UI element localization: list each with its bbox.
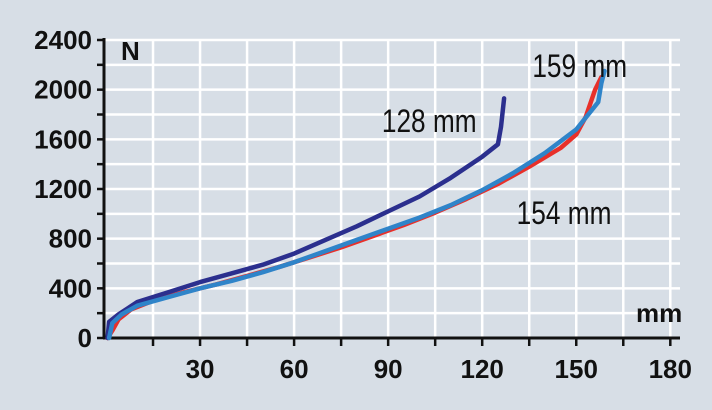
y-tick-label: 400 bbox=[49, 273, 92, 303]
series-lines bbox=[105, 68, 607, 341]
series-line-2 bbox=[105, 96, 507, 341]
y-tick-label: 0 bbox=[78, 323, 92, 353]
y-tick-label: 2400 bbox=[34, 25, 92, 55]
annotation-label: 128 mm bbox=[382, 105, 477, 140]
grid bbox=[104, 38, 680, 338]
series-line-3 bbox=[106, 68, 607, 341]
y-tick-label: 800 bbox=[49, 224, 92, 254]
x-tick-label: 90 bbox=[374, 354, 403, 384]
y-axis-unit: N bbox=[121, 36, 140, 66]
x-tick-label: 180 bbox=[649, 354, 692, 384]
axes bbox=[97, 38, 680, 346]
x-tick-label: 30 bbox=[186, 354, 215, 384]
annotation-label: 154 mm bbox=[517, 196, 612, 231]
y-tick-label: 2000 bbox=[34, 75, 92, 105]
annotation-label: 159 mm bbox=[532, 50, 627, 85]
y-tick-label: 1200 bbox=[34, 174, 92, 204]
tick-labels: 0 400 800 1200 1600 2000 2400 30 60 90 120 150 180 bbox=[34, 25, 692, 384]
annotations: 159 mm 128 mm 154 mm bbox=[382, 50, 627, 232]
x-tick-label: 120 bbox=[461, 354, 504, 384]
x-tick-label: 60 bbox=[280, 354, 309, 384]
x-tick-label: 150 bbox=[555, 354, 598, 384]
x-axis-unit: mm bbox=[636, 298, 682, 328]
y-tick-label: 1600 bbox=[34, 124, 92, 154]
